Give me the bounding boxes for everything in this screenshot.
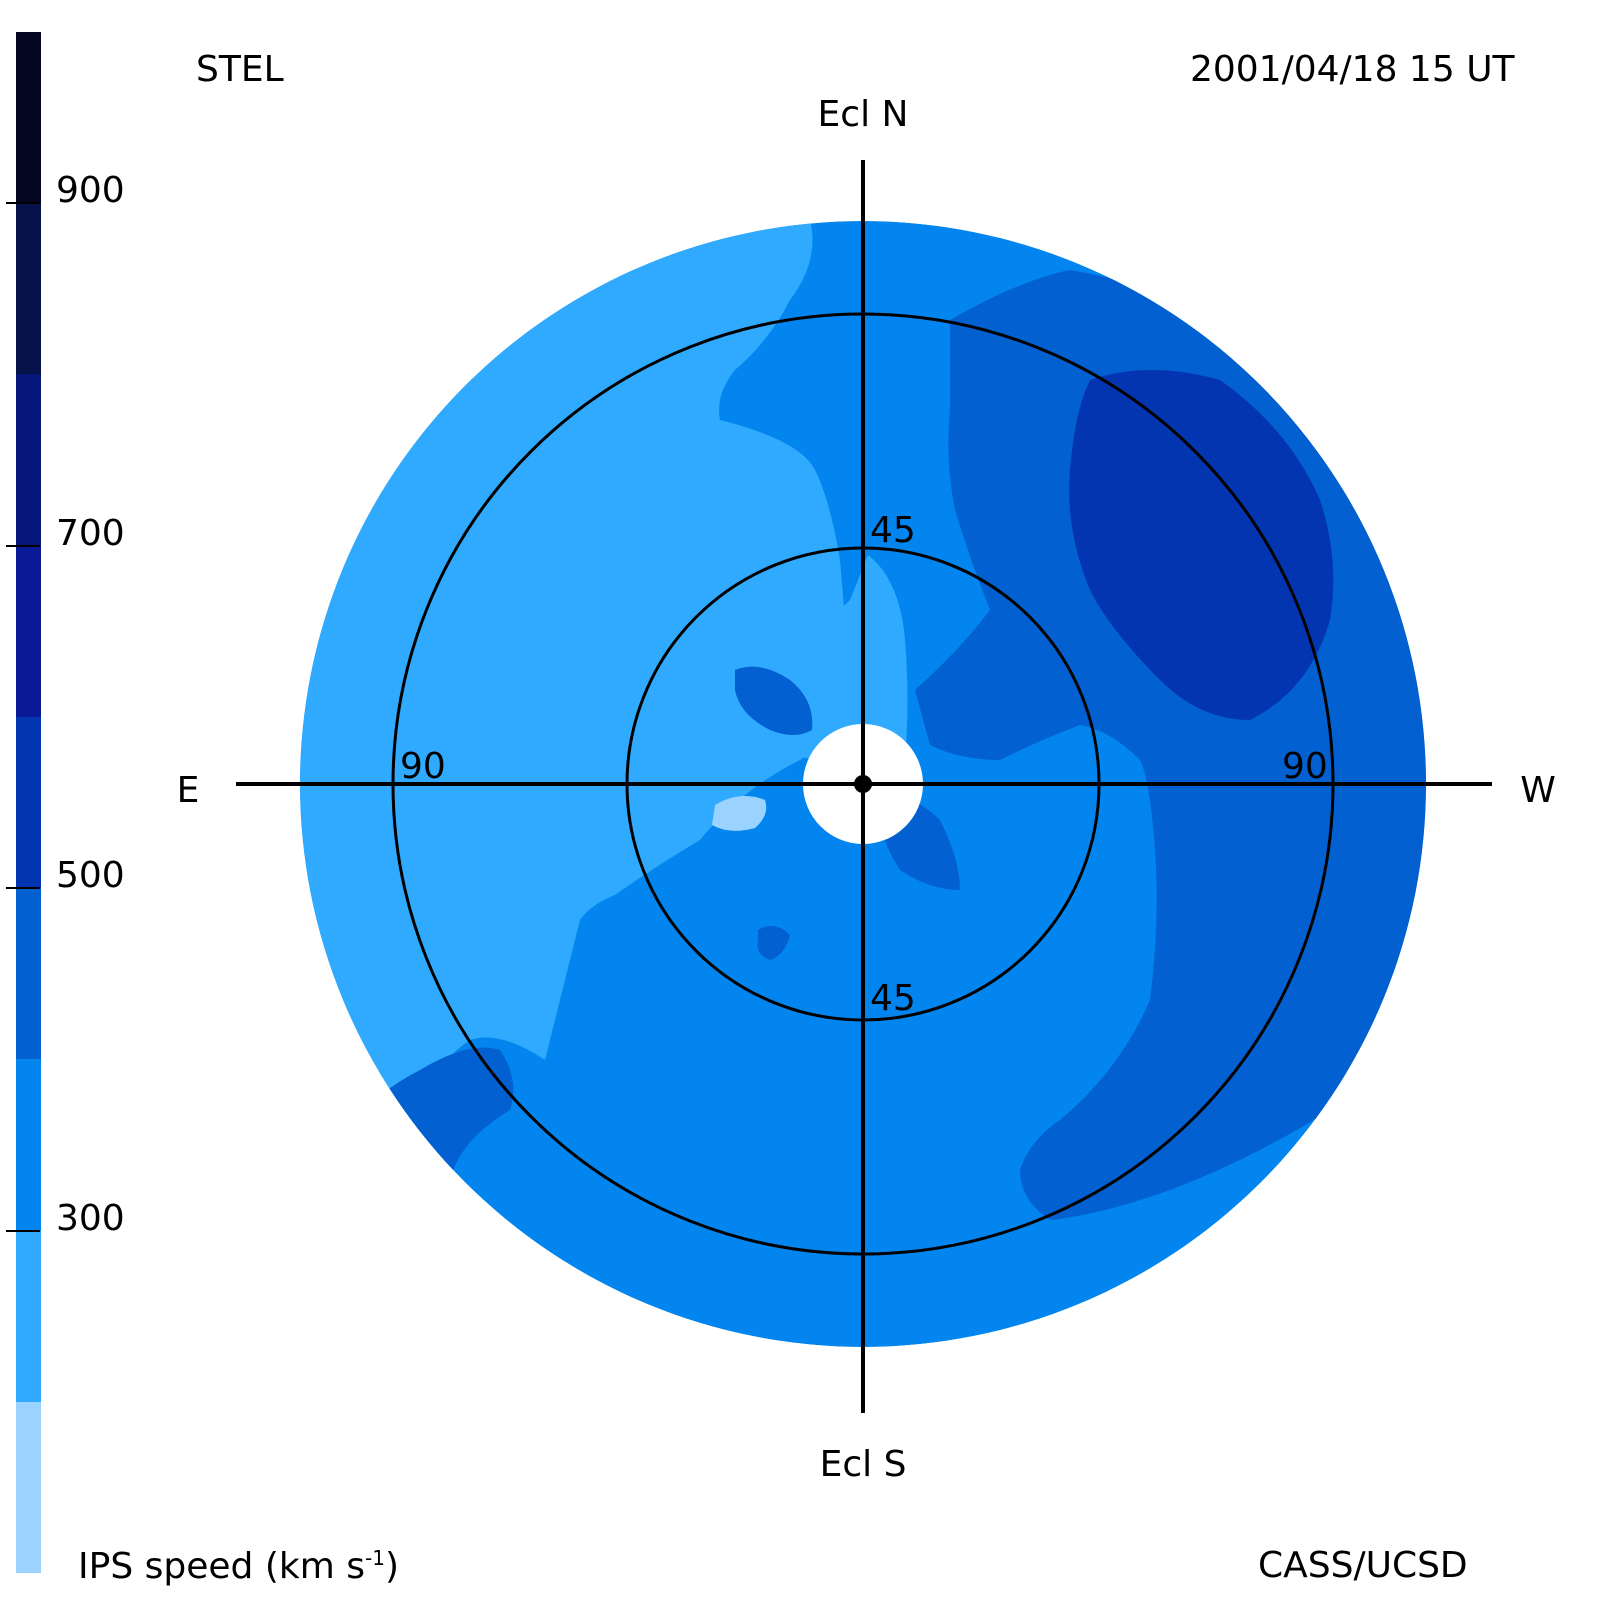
colorbar-title-exponent: -1: [364, 1546, 385, 1570]
colorbar-title-suffix: ): [384, 1546, 399, 1587]
region-slow: [300, 221, 850, 1300]
ring-label-45-bottom: 45: [870, 978, 916, 1019]
ring-label-90-left: 90: [400, 746, 446, 787]
colorbar-segment: [16, 203, 41, 375]
colorbar-tick: [6, 202, 40, 205]
colorbar-title: IPS speed (km s-1): [78, 1548, 399, 1585]
colorbar-tick-label: 500: [56, 855, 125, 897]
region-medium-petal-sw: [757, 926, 790, 960]
colorbar-segment: [16, 1230, 41, 1403]
colorbar-segment: [16, 32, 41, 204]
sun-center-dot: [854, 775, 872, 793]
colorbar-tick-label: 900: [56, 170, 125, 212]
direction-west: W: [1520, 770, 1556, 811]
speed-colorbar: [16, 32, 41, 1574]
colorbar-segment: [16, 374, 41, 547]
direction-north: Ecl N: [818, 94, 909, 135]
colorbar-segment: [16, 1059, 41, 1232]
direction-east: E: [177, 770, 200, 811]
region-very-slow: [712, 796, 767, 831]
direction-south: Ecl S: [820, 1444, 907, 1485]
region-slow-inner: [745, 555, 908, 780]
colorbar-tick: [6, 1229, 40, 1232]
colorbar-title-prefix: IPS speed (km s: [78, 1546, 365, 1587]
colorbar-segment: [16, 1401, 41, 1574]
region-fast-ne: [1069, 370, 1334, 720]
colorbar-tick-label: 300: [56, 1197, 125, 1239]
colorbar-segment: [16, 545, 41, 718]
region-medium-petal: [735, 666, 813, 735]
colorbar-tick: [6, 544, 40, 547]
colorbar-tick-label: 700: [56, 512, 125, 554]
colorbar-segment: [16, 888, 41, 1060]
station-label: STEL: [196, 49, 284, 90]
ring-label-45-top: 45: [870, 510, 916, 551]
colorbar-tick: [6, 887, 40, 890]
timestamp-label: 2001/04/18 15 UT: [1190, 49, 1515, 90]
credit-label: CASS/UCSD: [1258, 1545, 1468, 1586]
speed-map-regions: [300, 221, 1426, 1347]
ring-label-90-right: 90: [1282, 746, 1328, 787]
colorbar-segment: [16, 716, 41, 889]
